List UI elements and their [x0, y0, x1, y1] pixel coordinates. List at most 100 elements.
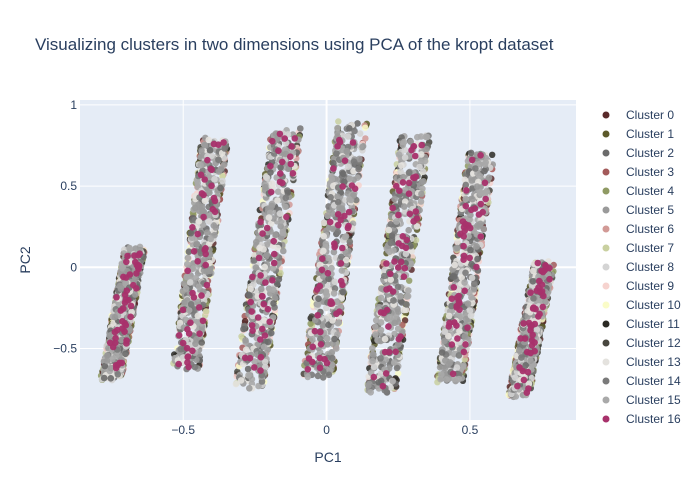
- scatter-point: [334, 124, 341, 132]
- scatter-point: [391, 195, 398, 203]
- scatter-point: [335, 319, 343, 326]
- scatter-point: [450, 284, 458, 291]
- scatter-point: [195, 201, 202, 208]
- scatter-point: [267, 188, 275, 196]
- scatter-point: [405, 287, 412, 294]
- scatter-point: [441, 364, 449, 372]
- scatter-point: [385, 348, 393, 356]
- scatter-point: [262, 363, 269, 371]
- legend-item[interactable]: Cluster 4: [602, 184, 675, 198]
- scatter-point: [346, 175, 354, 182]
- legend-item[interactable]: Cluster 11: [602, 317, 681, 331]
- scatter-point: [418, 178, 426, 186]
- scatter-point: [278, 158, 286, 166]
- legend-item[interactable]: Cluster 14: [602, 374, 682, 388]
- scatter-point: [217, 184, 224, 192]
- scatter-point: [338, 253, 345, 261]
- scatter-point: [515, 347, 523, 354]
- scatter-point: [337, 303, 344, 310]
- scatter-point: [453, 364, 461, 371]
- scatter-point: [289, 170, 297, 177]
- scatter-point: [467, 246, 474, 254]
- legend-item[interactable]: Cluster 3: [602, 165, 675, 179]
- scatter-point: [462, 195, 470, 203]
- scatter-point: [334, 193, 341, 200]
- legend-item[interactable]: Cluster 15: [602, 393, 682, 407]
- scatter-point: [206, 146, 214, 154]
- legend-marker: [602, 130, 610, 138]
- scatter-point: [367, 389, 375, 396]
- scatter-point: [448, 341, 456, 348]
- scatter-point: [402, 250, 410, 258]
- legend[interactable]: Cluster 0 Cluster 1 Cluster 2 Cluster 3 Clus…: [602, 108, 682, 426]
- scatter-point: [309, 343, 317, 351]
- scatter-point: [287, 153, 294, 160]
- scatter-point: [401, 154, 409, 161]
- legend-item[interactable]: Cluster 1: [602, 127, 675, 141]
- legend-item[interactable]: Cluster 6: [602, 222, 675, 236]
- scatter-point: [237, 377, 245, 384]
- scatter-point: [208, 182, 215, 190]
- scatter-point: [245, 371, 252, 379]
- scatter-point: [394, 305, 401, 313]
- legend-label: Cluster 6: [626, 222, 674, 236]
- scatter-point: [273, 280, 281, 288]
- scatter-point: [261, 263, 269, 271]
- scatter-point: [203, 281, 211, 289]
- scatter-point: [465, 233, 472, 240]
- scatter-point: [287, 160, 295, 168]
- scatter-point: [254, 314, 262, 321]
- legend-item[interactable]: Cluster 0: [602, 108, 675, 122]
- legend-item[interactable]: Cluster 13: [602, 355, 682, 369]
- scatter-point: [344, 133, 352, 140]
- legend-item[interactable]: Cluster 12: [602, 336, 682, 350]
- scatter-point: [485, 174, 493, 181]
- scatter-point: [405, 179, 413, 187]
- scatter-point: [248, 308, 255, 315]
- scatter-point: [242, 337, 249, 344]
- scatter-points: [97, 118, 557, 401]
- scatter-point: [114, 326, 121, 334]
- scatter-point: [419, 185, 426, 192]
- scatter-point: [333, 150, 340, 157]
- legend-item[interactable]: Cluster 2: [602, 146, 675, 160]
- legend-marker: [602, 415, 610, 423]
- legend-item[interactable]: Cluster 5: [602, 203, 675, 217]
- scatter-point: [274, 188, 282, 195]
- scatter-point: [345, 208, 353, 216]
- scatter-point: [441, 328, 449, 336]
- scatter-point: [454, 335, 461, 342]
- scatter-point: [346, 238, 354, 246]
- scatter-point: [531, 339, 538, 346]
- legend-item[interactable]: Cluster 7: [602, 241, 675, 255]
- legend-label: Cluster 10: [626, 298, 681, 312]
- scatter-point: [199, 317, 207, 325]
- legend-marker: [602, 168, 610, 176]
- scatter-point: [185, 330, 193, 337]
- scatter-point: [382, 370, 390, 377]
- scatter-point: [383, 260, 390, 267]
- scatter-point: [462, 315, 470, 323]
- scatter-point: [462, 202, 470, 210]
- scatter-point: [183, 344, 191, 352]
- scatter-point: [190, 265, 197, 272]
- scatter-point: [438, 349, 446, 356]
- scatter-point: [467, 149, 475, 157]
- scatter-point: [330, 159, 337, 167]
- scatter-point: [122, 296, 130, 303]
- legend-item[interactable]: Cluster 16: [602, 412, 682, 426]
- scatter-point: [194, 258, 201, 265]
- scatter-point: [130, 281, 137, 289]
- scatter-point: [242, 317, 249, 325]
- scatter-point: [471, 205, 479, 212]
- scatter-point: [401, 264, 409, 272]
- scatter-point: [189, 224, 196, 231]
- legend-item[interactable]: Cluster 9: [602, 279, 675, 293]
- scatter-point: [516, 364, 523, 371]
- scatter-point: [350, 167, 357, 175]
- legend-item[interactable]: Cluster 10: [602, 298, 682, 312]
- scatter-point: [418, 141, 426, 149]
- scatter-point: [395, 211, 402, 219]
- scatter-point: [408, 146, 415, 154]
- legend-item[interactable]: Cluster 8: [602, 260, 675, 274]
